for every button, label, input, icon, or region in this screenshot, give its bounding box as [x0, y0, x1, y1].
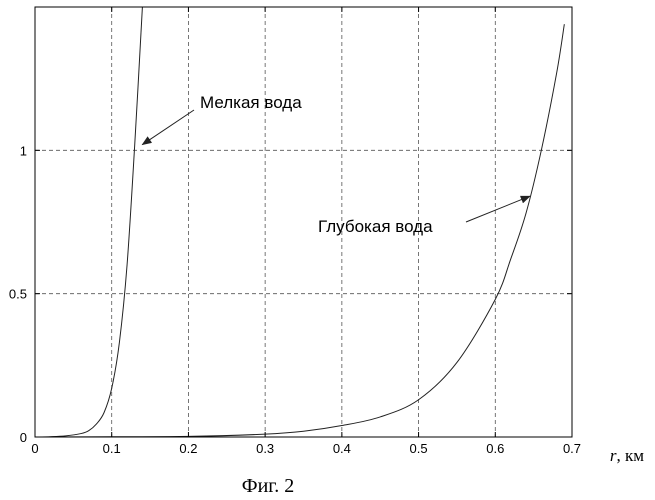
- x-tick-label: 0.2: [179, 441, 197, 456]
- x-tick-label: 0.7: [563, 441, 581, 456]
- x-axis-unit: , км: [616, 446, 644, 465]
- x-axis-label: r, км: [610, 446, 644, 465]
- y-tick-label: 1: [20, 143, 27, 158]
- annotation-label: Глубокая вода: [318, 217, 433, 236]
- x-tick-label: 0.3: [256, 441, 274, 456]
- y-tick-labels: 00.51: [9, 143, 27, 445]
- x-tick-label: 0: [31, 441, 38, 456]
- x-tick-label: 0.5: [410, 441, 428, 456]
- figure-caption: Фиг. 2: [242, 475, 294, 497]
- x-tick-label: 0.1: [103, 441, 121, 456]
- x-tick-label: 0.4: [333, 441, 351, 456]
- y-tick-label: 0: [20, 430, 27, 445]
- y-tick-label: 0.5: [9, 287, 27, 302]
- x-tick-label: 0.6: [486, 441, 504, 456]
- annotation-label: Мелкая вода: [200, 93, 302, 112]
- x-tick-labels: 0 0.1 0.2 0.3 0.4 0.5 0.6 0.7: [31, 441, 581, 456]
- plot-background: [35, 7, 572, 437]
